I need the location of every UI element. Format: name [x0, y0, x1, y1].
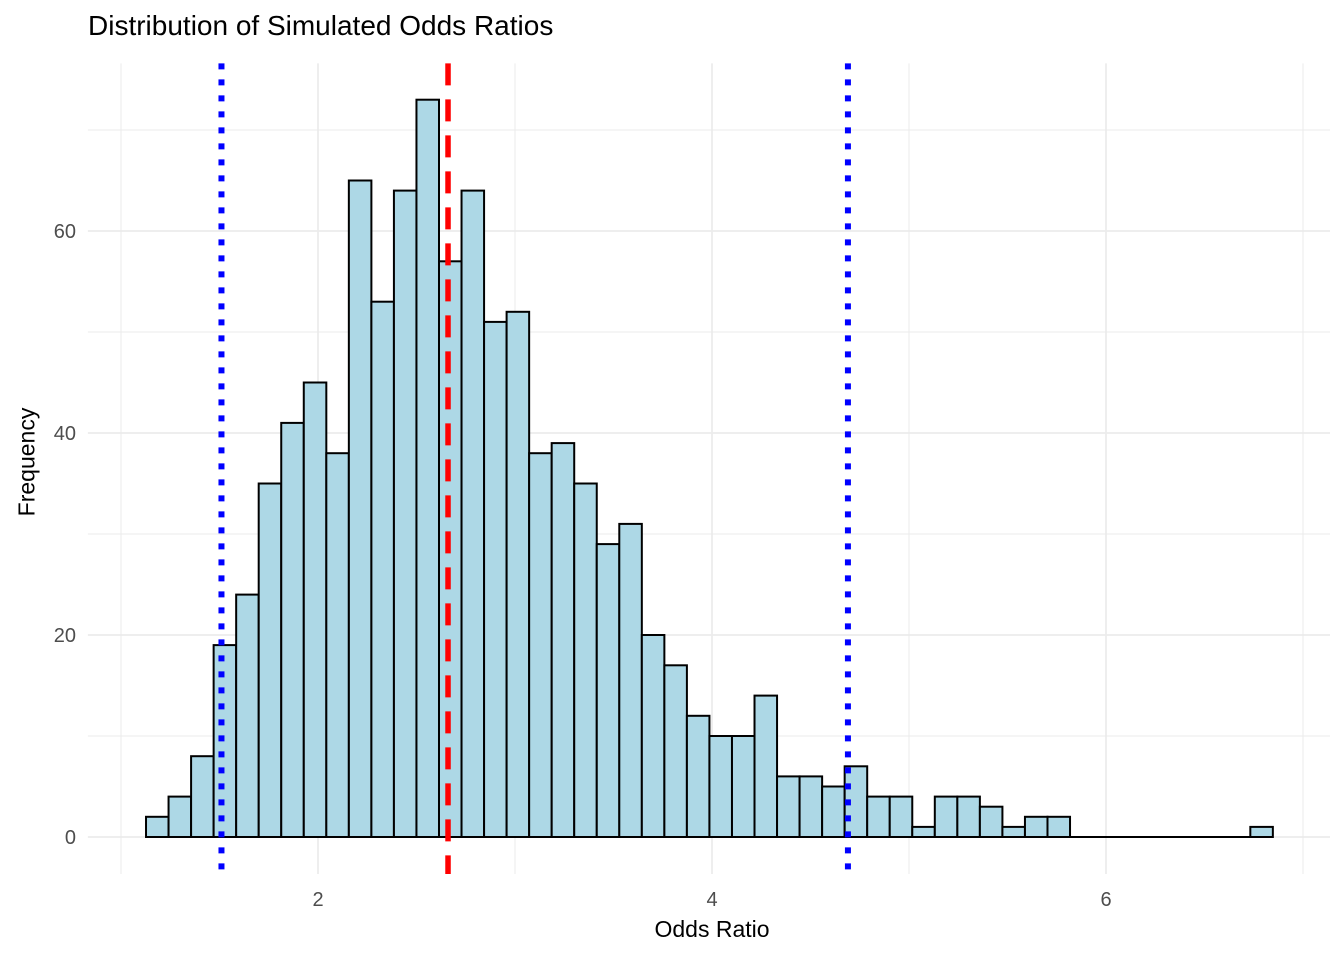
- histogram-bar: [821, 785, 846, 838]
- histogram-bar: [663, 664, 688, 838]
- histogram-bar: [978, 805, 1004, 839]
- histogram-bar: [776, 775, 801, 839]
- histogram-bar: [956, 795, 981, 838]
- histogram-bar: [618, 522, 643, 839]
- histogram-bar: [212, 644, 238, 838]
- histogram-bar: [392, 189, 418, 839]
- histogram-bar: [1046, 815, 1072, 838]
- histogram-bar: [866, 795, 891, 838]
- histogram-bar: [325, 452, 350, 838]
- histogram-bar: [1001, 825, 1026, 839]
- histogram-bar: [708, 735, 733, 838]
- y-axis-title: Frequency: [13, 407, 40, 517]
- chart-title: Distribution of Simulated Odds Ratios: [88, 10, 554, 41]
- histogram-bar: [1249, 825, 1274, 839]
- histogram-bar: [235, 593, 260, 838]
- histogram-bar: [573, 482, 598, 838]
- y-tick-label: 20: [54, 625, 76, 647]
- x-tick-label: 6: [1100, 889, 1111, 911]
- histogram-bar: [415, 98, 440, 838]
- histogram-bar: [190, 755, 215, 839]
- histogram-bar: [888, 795, 914, 838]
- histogram-bar: [595, 543, 621, 838]
- histogram-bar: [167, 795, 193, 838]
- histogram-bar: [753, 694, 779, 838]
- histogram-bar: [257, 482, 283, 838]
- histogram-bar: [505, 310, 531, 838]
- histogram-bar: [460, 189, 486, 839]
- y-tick-label: 40: [54, 423, 76, 445]
- histogram-bar: [550, 442, 576, 838]
- histogram-bar: [685, 714, 711, 838]
- x-tick-label: 4: [706, 889, 717, 911]
- x-tick-label: 2: [312, 889, 323, 911]
- histogram-bar: [1023, 815, 1049, 838]
- histogram-bar: [347, 179, 373, 838]
- histogram-bar: [145, 815, 170, 838]
- histogram-bar: [933, 795, 959, 838]
- histogram-bar: [911, 825, 936, 839]
- histogram-bar: [528, 452, 553, 838]
- histogram-bar: [640, 634, 666, 838]
- y-tick-label: 60: [54, 221, 76, 243]
- histogram-bar: [798, 775, 824, 839]
- histogram-bar: [483, 320, 508, 838]
- histogram-bar: [370, 300, 395, 838]
- histogram-bar: [730, 735, 756, 838]
- histogram-bar: [302, 381, 328, 838]
- x-axis-title: Odds Ratio: [654, 916, 770, 942]
- y-tick-label: 0: [65, 827, 76, 849]
- histogram-bar: [280, 421, 305, 838]
